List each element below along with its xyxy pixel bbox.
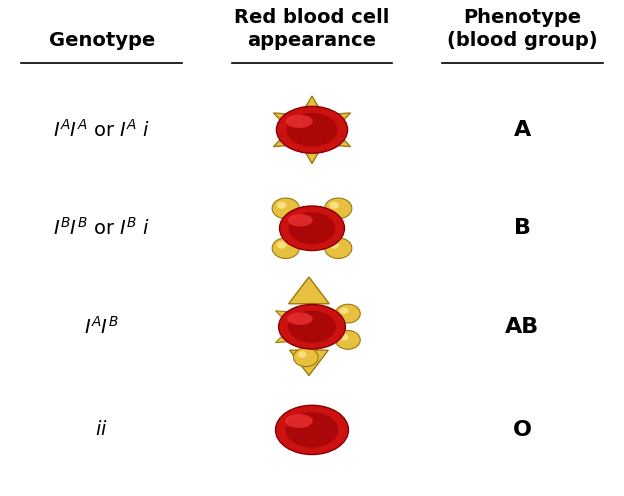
Ellipse shape <box>280 206 344 250</box>
Circle shape <box>277 202 286 209</box>
Circle shape <box>340 334 348 340</box>
Polygon shape <box>290 350 328 375</box>
Circle shape <box>329 242 339 248</box>
Ellipse shape <box>276 405 348 454</box>
Circle shape <box>272 238 300 258</box>
Circle shape <box>298 351 306 358</box>
Ellipse shape <box>276 106 348 153</box>
Text: Phenotype
(blood group): Phenotype (blood group) <box>447 7 598 50</box>
Text: AB: AB <box>505 317 539 337</box>
Circle shape <box>324 238 352 258</box>
Circle shape <box>329 202 339 209</box>
Circle shape <box>293 348 318 367</box>
Text: Red blood cell
appearance: Red blood cell appearance <box>235 7 389 50</box>
Ellipse shape <box>286 113 338 147</box>
Circle shape <box>272 198 300 219</box>
Circle shape <box>324 198 352 219</box>
Ellipse shape <box>286 115 313 128</box>
Text: O: O <box>513 420 532 440</box>
Text: $\mathit{i}\mathit{i}$: $\mathit{i}\mathit{i}$ <box>95 421 108 439</box>
Ellipse shape <box>285 414 313 428</box>
Text: Genotype: Genotype <box>49 31 155 50</box>
Text: $\mathit{I}^{\mathit{A}}\mathit{I}^{\mathit{A}}$ or $\mathit{I}^{\mathit{A}}$ $\: $\mathit{I}^{\mathit{A}}\mathit{I}^{\mat… <box>54 119 150 141</box>
Polygon shape <box>288 277 329 304</box>
Circle shape <box>277 242 286 248</box>
Circle shape <box>336 330 360 349</box>
Text: A: A <box>514 120 531 140</box>
Ellipse shape <box>289 212 335 245</box>
Ellipse shape <box>286 412 338 448</box>
Polygon shape <box>273 96 351 164</box>
Ellipse shape <box>287 312 313 325</box>
Text: B: B <box>514 218 531 238</box>
Ellipse shape <box>288 310 336 343</box>
Ellipse shape <box>278 305 346 349</box>
Ellipse shape <box>288 214 313 227</box>
Text: $\mathit{I}^{\mathit{A}}\mathit{I}^{\mathit{B}}$: $\mathit{I}^{\mathit{A}}\mathit{I}^{\mat… <box>84 316 119 338</box>
Text: $\mathit{I}^{\mathit{B}}\mathit{I}^{\mathit{B}}$ or $\mathit{I}^{\mathit{B}}$ $\: $\mathit{I}^{\mathit{B}}\mathit{I}^{\mat… <box>53 217 150 239</box>
Circle shape <box>336 304 360 323</box>
Circle shape <box>340 308 348 314</box>
Polygon shape <box>276 295 348 359</box>
